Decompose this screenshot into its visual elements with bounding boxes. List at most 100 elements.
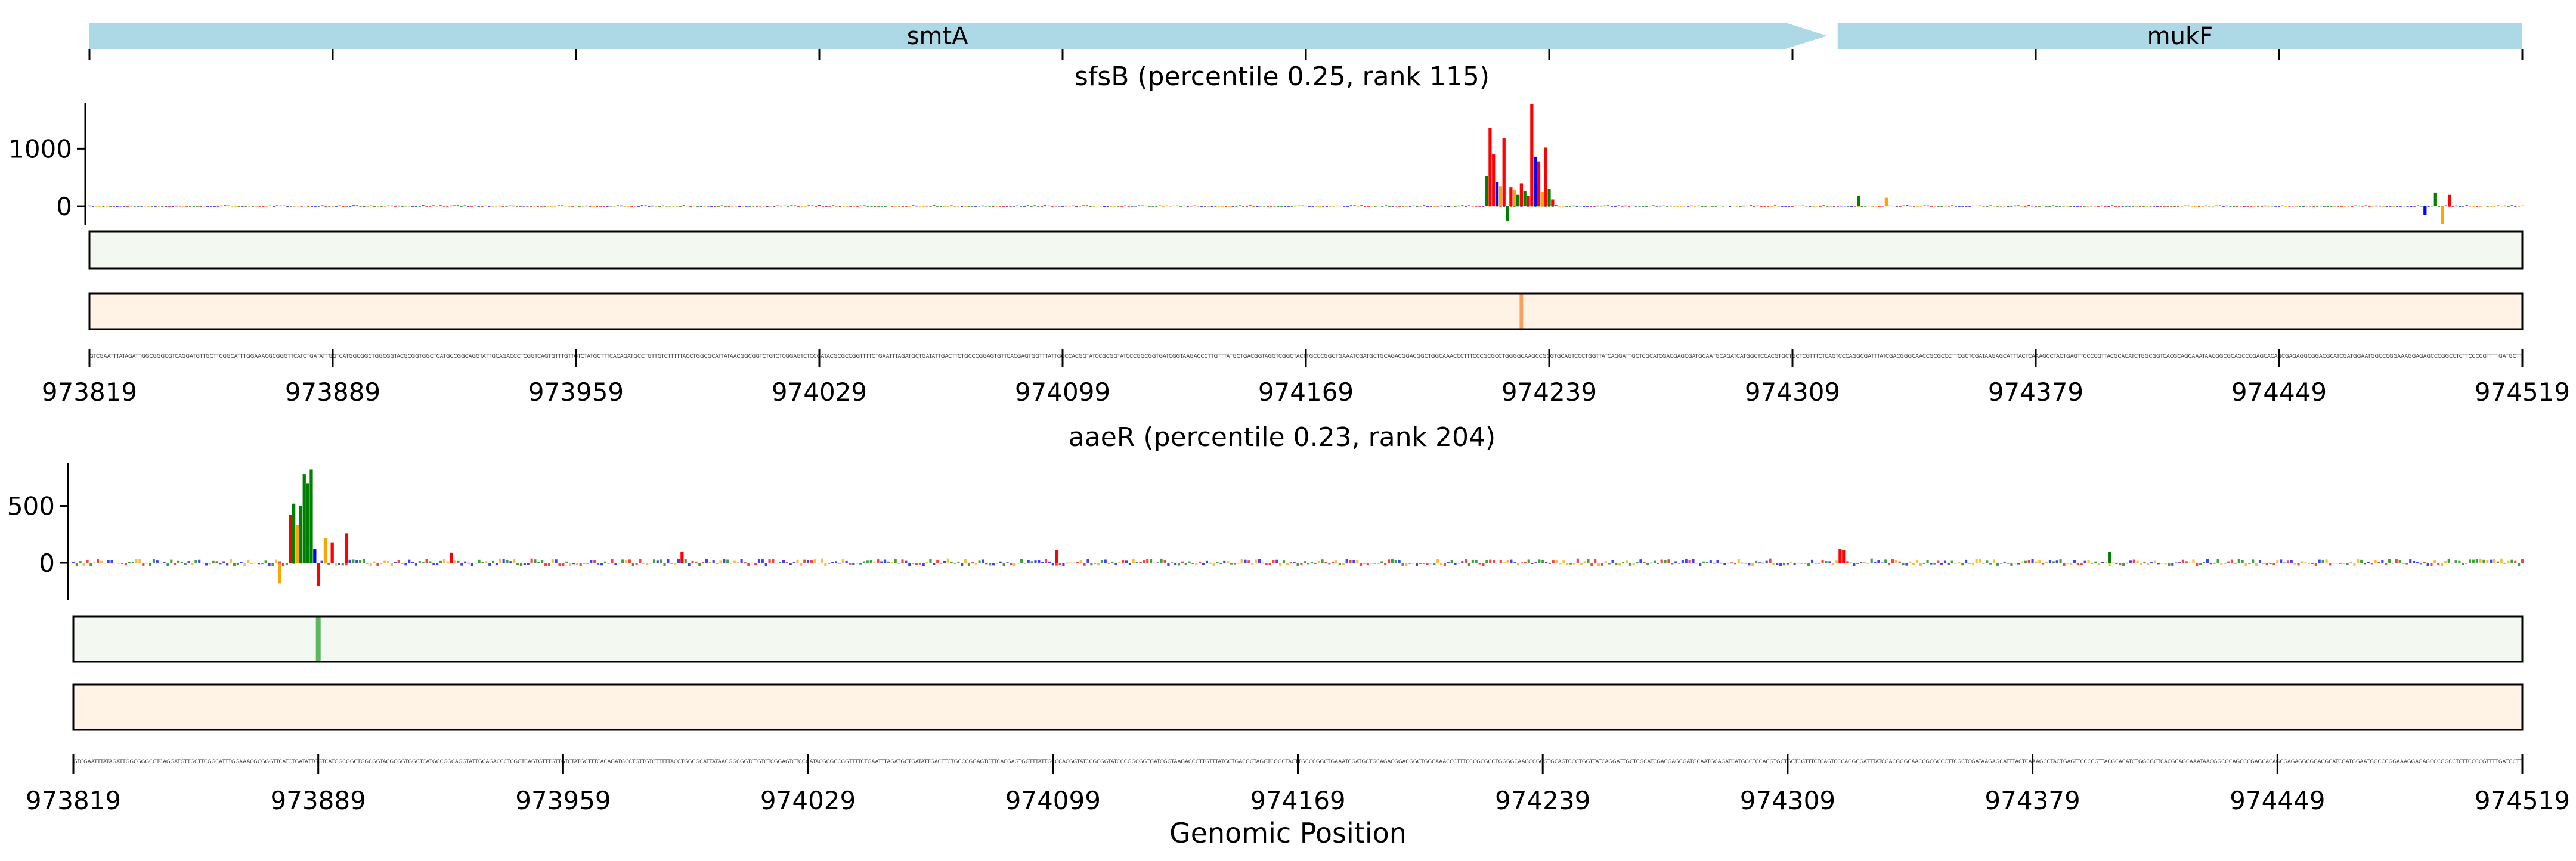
- noise-mark: [1026, 205, 1029, 207]
- noise-mark: [345, 563, 348, 566]
- noise-mark: [1405, 206, 1408, 207]
- noise-mark: [2153, 560, 2157, 563]
- noise-mark: [1681, 560, 1684, 563]
- noise-mark: [1216, 562, 1219, 563]
- noise-mark: [2224, 563, 2227, 564]
- noise-mark: [2073, 560, 2076, 563]
- track-title-0: sfsB (percentile 0.25, rank 115): [1075, 61, 1490, 92]
- noise-mark: [1030, 206, 1033, 207]
- noise-mark: [1072, 562, 1076, 563]
- noise-mark: [670, 563, 673, 564]
- noise-mark: [191, 563, 194, 565]
- noise-mark: [1982, 563, 1985, 564]
- noise-mark: [908, 206, 911, 207]
- noise-mark: [254, 562, 257, 564]
- noise-mark: [2091, 563, 2094, 564]
- noise-mark: [1219, 563, 1222, 565]
- noise-mark: [165, 206, 168, 207]
- gene-label-mukF: mukF: [2147, 23, 2213, 50]
- noise-mark: [2438, 206, 2441, 207]
- noise-mark: [2048, 206, 2051, 207]
- noise-mark: [1566, 563, 1569, 565]
- noise-mark: [275, 559, 278, 563]
- noise-mark: [887, 205, 890, 207]
- noise-mark: [2059, 559, 2062, 563]
- spike-1-0: [278, 563, 281, 584]
- noise-mark: [142, 563, 145, 566]
- noise-mark: [1954, 206, 1957, 207]
- noise-mark: [1270, 206, 1272, 207]
- noise-mark: [2243, 206, 2246, 207]
- noise-mark: [170, 559, 173, 563]
- noise-mark: [1384, 563, 1387, 565]
- noise-mark: [761, 559, 764, 563]
- noise-mark: [117, 563, 120, 564]
- noise-mark: [646, 563, 649, 565]
- noise-mark: [1860, 562, 1863, 563]
- noise-mark: [1688, 560, 1691, 563]
- noise-mark: [103, 563, 106, 564]
- noise-mark: [946, 206, 949, 207]
- noise-mark: [198, 559, 201, 563]
- noise-mark: [2080, 563, 2083, 565]
- x-tick-label-1-5: 974169: [1250, 786, 1345, 815]
- noise-mark: [1162, 206, 1165, 207]
- noise-mark: [2149, 206, 2152, 207]
- x-tick-label-0-0: 973819: [42, 377, 137, 407]
- noise-mark: [229, 559, 233, 563]
- noise-mark: [887, 561, 890, 563]
- noise-mark: [1510, 559, 1513, 563]
- noise-mark: [1422, 563, 1425, 564]
- spike-0-2: [1485, 176, 1488, 207]
- spike-1-7: [309, 469, 313, 563]
- noise-mark: [2375, 205, 2378, 207]
- noise-mark: [992, 563, 995, 566]
- noise-mark: [1687, 206, 1690, 207]
- noise-mark: [1002, 206, 1005, 207]
- noise-mark: [366, 206, 369, 207]
- noise-mark: [1069, 562, 1072, 563]
- noise-mark: [1401, 563, 1404, 566]
- noise-mark: [960, 206, 964, 207]
- noise-mark: [1857, 206, 1860, 207]
- noise-mark: [1282, 560, 1286, 563]
- noise-mark: [2129, 560, 2132, 563]
- noise-mark: [684, 559, 687, 563]
- noise-mark: [2052, 561, 2055, 563]
- noise-mark: [2156, 206, 2159, 207]
- noise-mark: [1496, 562, 1498, 564]
- noise-mark: [1711, 206, 1714, 207]
- noise-mark: [366, 562, 369, 564]
- noise-mark: [180, 562, 183, 563]
- noise-mark: [1989, 205, 1992, 207]
- noise-mark: [1159, 205, 1162, 207]
- noise-mark: [380, 562, 383, 564]
- noise-mark: [363, 206, 366, 207]
- noise-mark: [1478, 206, 1481, 207]
- noise-mark: [1758, 562, 1761, 563]
- noise-mark: [2385, 563, 2388, 565]
- noise-mark: [1202, 563, 1205, 565]
- noise-mark: [1193, 205, 1196, 207]
- noise-mark: [281, 563, 285, 566]
- noise-mark: [2132, 206, 2135, 207]
- noise-mark: [1746, 205, 1749, 207]
- noise-mark: [2389, 206, 2392, 207]
- noise-mark: [2391, 562, 2394, 564]
- noise-mark: [2514, 206, 2517, 207]
- noise-mark: [93, 562, 96, 563]
- noise-mark: [182, 206, 185, 207]
- noise-mark: [1242, 206, 1245, 207]
- noise-mark: [1586, 206, 1589, 207]
- noise-mark: [488, 206, 491, 207]
- noise-mark: [688, 563, 691, 566]
- noise-mark: [2069, 206, 2072, 207]
- spike-1-11: [330, 542, 334, 563]
- noise-mark: [2431, 205, 2433, 207]
- noise-mark: [1534, 206, 1537, 207]
- noise-mark: [408, 206, 411, 207]
- noise-mark: [1902, 205, 1905, 207]
- noise-mark: [1266, 206, 1269, 207]
- noise-mark: [1534, 562, 1537, 563]
- noise-mark: [1930, 206, 1933, 207]
